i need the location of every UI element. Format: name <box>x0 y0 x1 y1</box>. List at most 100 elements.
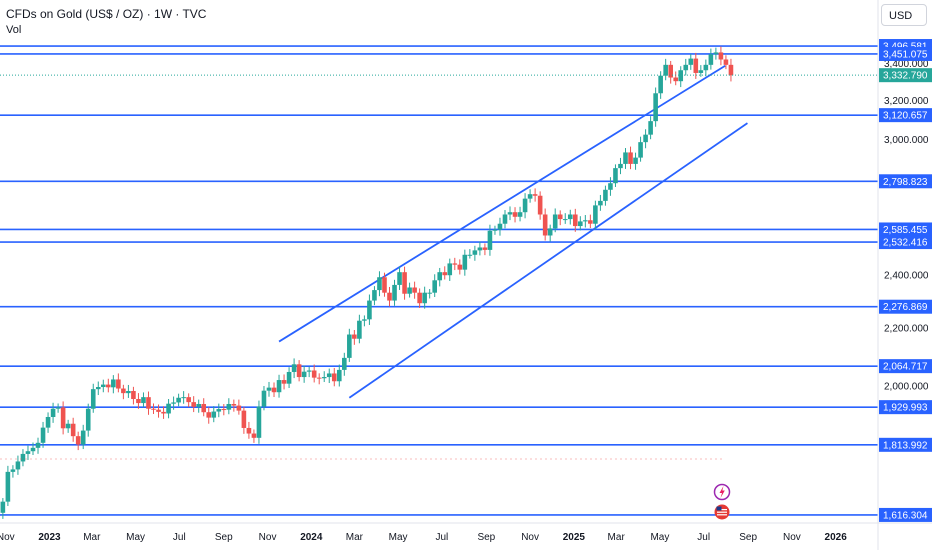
level-price-tag <box>879 108 932 123</box>
candle-body <box>95 387 101 390</box>
candle-body <box>181 397 186 399</box>
chart-title: CFDs on Gold (US$ / OZ) · 1W · TVC <box>6 7 207 21</box>
candle-body <box>166 403 171 414</box>
event-markers[interactable] <box>713 483 731 520</box>
level-price-tag <box>879 174 932 189</box>
candle-body <box>221 409 227 411</box>
candle-body <box>688 58 694 65</box>
time-axis[interactable]: Nov 2023 Mar May Jul Sep Nov 2024 Mar May Jul Sep No… <box>0 522 932 543</box>
level-price-tag <box>879 359 932 374</box>
flag-canton <box>716 506 722 511</box>
candle-body <box>658 75 663 94</box>
volume-indicator-label[interactable]: Vol <box>6 24 22 36</box>
candle-body <box>648 121 653 135</box>
price-tick-label: 2,000.000 <box>884 381 929 392</box>
candle-body <box>467 254 473 256</box>
candle-body <box>432 280 437 293</box>
candle-body <box>387 292 392 301</box>
level-price-label: 2,532.416 <box>883 238 928 249</box>
candle-body <box>347 334 352 358</box>
candle-body <box>678 70 684 82</box>
candle-body <box>683 64 689 71</box>
level-price-tag <box>879 299 932 314</box>
level-price-tag <box>879 46 932 61</box>
price-tags: 3,496.5813,451.0753,120.6572,798.8232,58… <box>879 39 932 522</box>
candle-body <box>668 64 673 78</box>
price-tick-label: 2,200.000 <box>884 324 929 335</box>
candles <box>0 46 734 519</box>
candle-body <box>90 389 96 409</box>
candle-body <box>65 423 71 429</box>
candle-body <box>512 212 518 217</box>
candle-body <box>15 461 21 470</box>
candle-body <box>593 205 598 224</box>
last-price-label: 3,332.790 <box>883 71 928 82</box>
price-axis[interactable]: 3,400.000 3,200.000 3,000.000 2,400.000 2,20… <box>877 0 929 550</box>
candle-body <box>161 411 166 414</box>
candle-body <box>306 370 312 372</box>
channel-line[interactable] <box>348 122 748 399</box>
candle-body <box>618 163 623 169</box>
candle-body <box>728 64 734 76</box>
candle-body <box>422 292 427 304</box>
level-price-label: 3,451.075 <box>883 49 928 60</box>
currency-button[interactable]: USD <box>881 4 927 26</box>
candle-body <box>126 390 131 394</box>
candle-body <box>718 52 724 60</box>
candle-body <box>201 404 207 413</box>
channel-line[interactable] <box>278 64 726 343</box>
candle-body <box>276 380 282 393</box>
time-tick-label: Mar <box>346 532 364 543</box>
time-tick-label: Sep <box>739 532 757 543</box>
candle-body <box>402 272 407 294</box>
candle-body <box>477 247 483 251</box>
candle-body <box>557 214 563 220</box>
time-tick-label: Sep <box>477 532 495 543</box>
candle-body <box>186 397 191 403</box>
candle-body <box>40 427 46 443</box>
candle-body <box>417 292 422 304</box>
candle-body <box>236 405 242 411</box>
time-tick-label: May <box>389 532 408 543</box>
candle-body <box>638 142 643 158</box>
candle-body <box>588 220 593 224</box>
candle-body <box>377 277 382 291</box>
candle-body <box>281 380 287 384</box>
candle-body <box>301 371 307 378</box>
time-tick-label: Nov <box>0 532 15 543</box>
candle-body <box>567 214 573 220</box>
candle-body <box>176 397 181 403</box>
candle-body <box>492 229 498 231</box>
level-price-label: 2,585.455 <box>883 225 928 236</box>
candle-body <box>427 292 432 294</box>
candle-body <box>231 404 237 406</box>
price-tick-label: 3,000.000 <box>884 135 929 146</box>
candle-body <box>457 264 463 270</box>
candle-body <box>45 416 51 428</box>
candle-body <box>382 277 387 293</box>
candle-body <box>502 214 508 224</box>
candle-body <box>673 77 679 82</box>
candle-body <box>286 371 292 384</box>
candle-body <box>291 364 297 372</box>
candle-body <box>321 377 327 379</box>
candle-body <box>35 442 41 448</box>
level-price-label: 3,120.657 <box>883 111 928 122</box>
candle-body <box>30 447 36 452</box>
candle-body <box>653 93 658 122</box>
time-tick-label: 2026 <box>825 532 848 543</box>
level-price-label: 1,616.304 <box>883 510 928 521</box>
flag-stripe <box>717 514 727 516</box>
candle-body <box>151 408 156 410</box>
candle-body <box>261 390 267 407</box>
level-price-tag <box>879 507 932 522</box>
candle-body <box>392 284 397 301</box>
candle-body <box>522 198 528 213</box>
candle-body <box>75 436 81 445</box>
candle-body <box>70 423 76 437</box>
candle-body <box>80 430 86 445</box>
price-tick-label: 3,400.000 <box>884 59 929 70</box>
candle-body <box>578 221 583 227</box>
